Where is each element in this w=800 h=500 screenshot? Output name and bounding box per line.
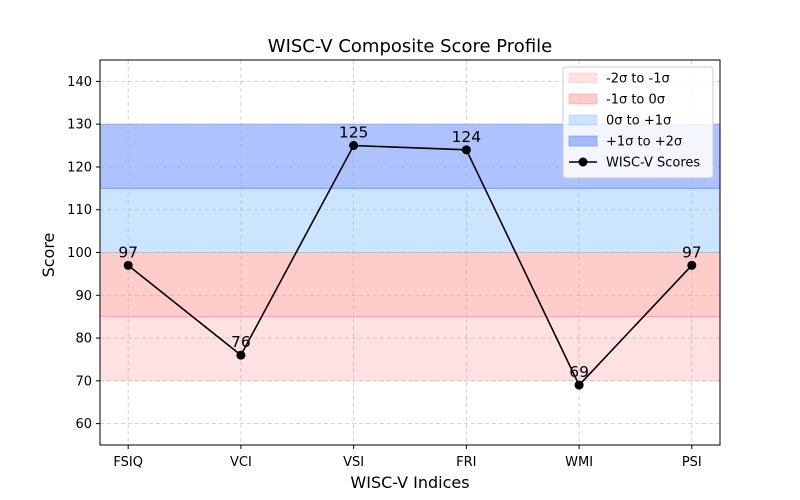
legend-swatch-band-2 [568, 114, 598, 126]
legend-swatch-series-marker-0 [578, 157, 588, 167]
legend-swatch-band-3 [568, 135, 598, 147]
y-tick-label-4: 100 [67, 246, 92, 261]
bands-layer [99, 123, 721, 382]
legend-label-band-2: 0σ to +1σ [606, 114, 671, 129]
series-line-0 [127, 144, 693, 387]
legend-label-series-0: WISC-V Scores [606, 156, 700, 171]
x-tick-label-5: PSI [682, 455, 702, 470]
y-axis-label: Score [39, 233, 58, 278]
x-axis: FSIQ VCI VSI FRI WMI PSI [113, 445, 702, 470]
data-label-0-4: 69 [569, 363, 589, 381]
data-label-0-3: 124 [452, 128, 482, 146]
y-tick-label-2: 80 [75, 332, 92, 347]
band-2 [99, 187, 721, 253]
data-point-0-1 [236, 350, 246, 360]
x-tick-label-1: VCI [230, 455, 252, 470]
data-label-0-0: 97 [118, 243, 138, 261]
chart-title: WISC-V Composite Score Profile [268, 36, 552, 57]
y-tick-label-1: 70 [75, 374, 92, 389]
x-tick-label-0: FSIQ [113, 455, 143, 470]
band-0 [99, 316, 721, 382]
data-point-0-0 [123, 260, 133, 270]
data-point-0-2 [349, 141, 359, 151]
x-tick-label-2: VSI [343, 455, 364, 470]
data-point-0-5 [687, 260, 697, 270]
x-tick-label-4: WMI [565, 455, 593, 470]
data-label-0-2: 125 [339, 124, 369, 142]
data-label-0-5: 97 [682, 243, 702, 261]
data-point-0-3 [461, 145, 471, 155]
y-tick-label-8: 140 [67, 75, 92, 90]
legend-label-band-0: -2σ to -1σ [606, 72, 670, 87]
data-labels-layer: 97 76 125 124 69 97 [118, 124, 701, 382]
y-tick-label-5: 110 [67, 203, 92, 218]
legend-swatch-band-0 [568, 72, 598, 84]
data-point-0-4 [574, 380, 584, 390]
y-tick-label-6: 120 [67, 160, 92, 175]
x-tick-label-3: FRI [456, 455, 476, 470]
y-tick-label-3: 90 [75, 289, 92, 304]
legend-label-band-3: +1σ to +2σ [606, 135, 682, 150]
y-tick-label-7: 130 [67, 118, 92, 133]
series-layer [123, 141, 697, 390]
band-1 [99, 252, 721, 318]
legend: -2σ to -1σ -1σ to 0σ 0σ to +1σ +1σ to +2σ WI… [562, 66, 714, 179]
y-axis: 60 70 80 90 100 110 120 130 140 [67, 75, 100, 432]
legend-frame [562, 66, 714, 179]
data-label-0-1: 76 [231, 333, 251, 351]
x-axis-label: WISC-V Indices [350, 473, 469, 492]
legend-label-band-1: -1σ to 0σ [606, 93, 665, 108]
legend-swatch-band-1 [568, 93, 598, 105]
y-tick-label-0: 60 [75, 417, 92, 432]
